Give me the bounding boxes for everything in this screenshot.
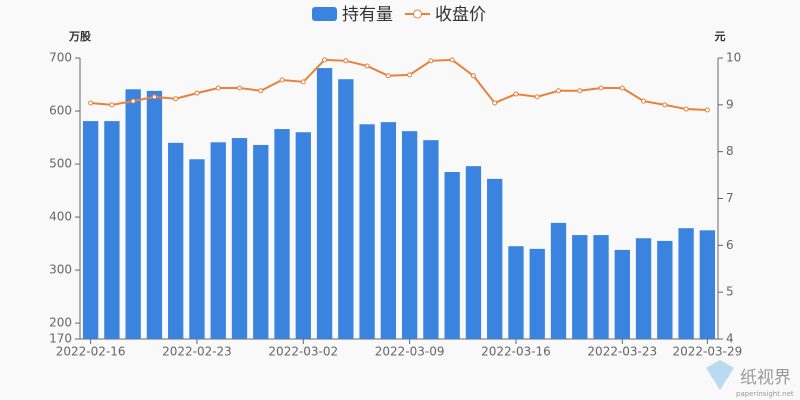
x-tick-label: 2022-03-23 (587, 345, 657, 359)
bar (529, 248, 545, 339)
x-tick-label: 2022-03-16 (481, 345, 551, 359)
watermark-subtitle: paperinsight.net (736, 390, 794, 398)
x-tick-label: 2022-03-29 (672, 345, 742, 359)
price-point (385, 73, 391, 79)
price-point (343, 58, 349, 64)
y-tick-label: 600 (49, 104, 72, 118)
price-point (683, 106, 689, 112)
price-line (90, 58, 708, 111)
watermark: 纸视界 paperinsight.net (706, 360, 794, 398)
legend-swatch (312, 7, 337, 21)
bar (359, 124, 375, 339)
price-point (237, 85, 242, 91)
y2-tick-label: 7 (726, 191, 734, 205)
price-point (151, 94, 157, 100)
bar (168, 142, 184, 339)
bar (189, 159, 205, 339)
price-point (109, 102, 115, 108)
price-point (322, 57, 328, 63)
legend-label: 持有量 (342, 5, 393, 25)
y-axis-title: 万股 (68, 30, 92, 43)
x-tick-label: 2022-03-09 (375, 345, 445, 359)
bar (423, 140, 439, 339)
y-tick-label: 400 (49, 210, 72, 224)
legend-swatch (413, 9, 422, 19)
y2-tick-label: 10 (726, 51, 741, 65)
price-point (300, 79, 306, 85)
price-point (470, 73, 476, 79)
y2-axis-title: 元 (715, 30, 726, 43)
bar (487, 178, 503, 339)
price-point (130, 98, 136, 104)
price-point (641, 98, 647, 104)
bar (146, 90, 163, 339)
x-tick-label: 2022-02-16 (56, 345, 126, 359)
bar (678, 228, 694, 339)
bar (401, 131, 418, 339)
bar (614, 249, 630, 339)
bar (104, 121, 120, 339)
price-point (492, 100, 498, 106)
price-point (173, 96, 179, 102)
y2-tick-label: 4 (726, 332, 734, 346)
y-tick-label: 170 (49, 332, 72, 346)
price-point (577, 88, 583, 94)
bar (699, 230, 716, 339)
bar (635, 238, 652, 339)
bar (572, 235, 588, 339)
bar (295, 132, 311, 339)
price-point (88, 100, 94, 106)
price-point (279, 77, 285, 83)
price-point (704, 107, 710, 113)
y-tick-label: 300 (49, 263, 72, 277)
price-point (215, 85, 221, 91)
legend-label: 收盘价 (435, 5, 486, 25)
price-point (407, 72, 413, 78)
bar (444, 171, 460, 339)
price-point (556, 88, 561, 94)
bar (465, 166, 482, 339)
bar (508, 246, 524, 339)
bar (550, 222, 567, 339)
price-point (513, 91, 519, 97)
bar (380, 122, 397, 339)
price-point (662, 102, 668, 108)
y2-tick-label: 6 (726, 238, 734, 252)
bar (231, 138, 248, 339)
bar (593, 235, 609, 339)
price-point (364, 63, 370, 69)
y2-tick-label: 8 (726, 144, 734, 158)
price-point (598, 85, 604, 91)
price-point (194, 90, 200, 96)
y-tick-label: 500 (49, 157, 72, 171)
y2-tick-label: 5 (726, 285, 734, 299)
price-point (428, 58, 434, 64)
bar (657, 240, 673, 339)
y-tick-label: 700 (49, 51, 72, 65)
price-point (258, 88, 264, 94)
bar (125, 89, 141, 340)
y-tick-label: 200 (49, 316, 72, 330)
watermark-logo (706, 360, 734, 390)
x-tick-label: 2022-03-02 (268, 345, 338, 359)
bar (316, 68, 333, 340)
bar (253, 144, 269, 339)
x-tick-label: 2022-02-23 (162, 345, 232, 359)
bar (210, 142, 226, 339)
watermark-title: 纸视界 (740, 368, 791, 388)
y2-tick-label: 9 (726, 97, 734, 111)
price-point (534, 94, 540, 100)
price-point (619, 85, 625, 91)
bar (82, 121, 99, 339)
bar (274, 129, 290, 339)
bar (338, 79, 354, 339)
price-point (449, 57, 455, 63)
